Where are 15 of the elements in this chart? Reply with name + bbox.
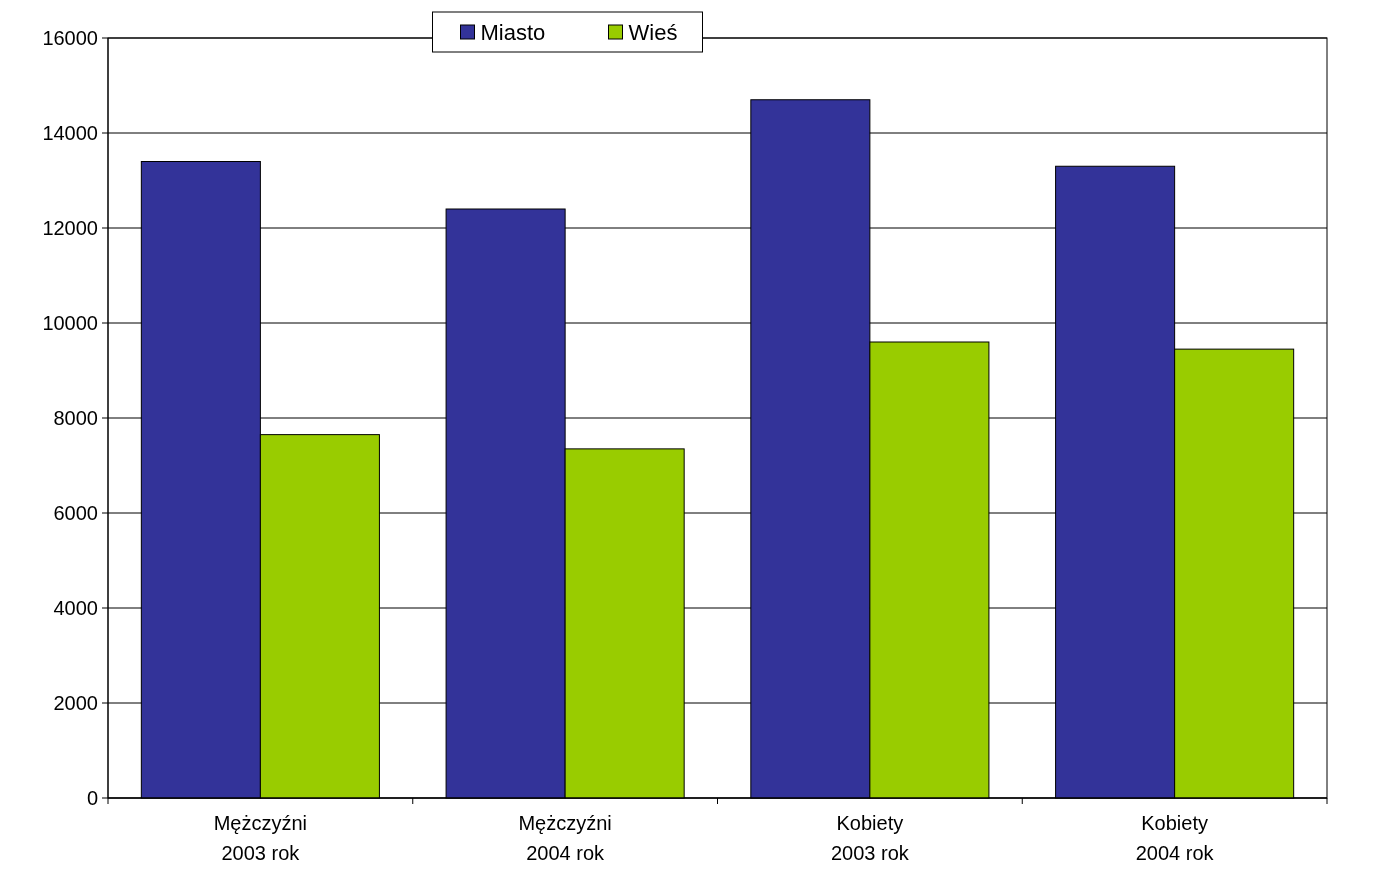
y-tick-label: 0 xyxy=(86,787,98,809)
x-tick-label: Kobiety 2004 rok xyxy=(1135,812,1215,864)
y-tick-label: 12000 xyxy=(42,217,98,239)
y-tick-label: 8000 xyxy=(53,407,98,429)
y-tick-label: 4000 xyxy=(53,597,98,619)
y-tick-label: 16000 xyxy=(42,27,98,49)
y-tick-label: 10000 xyxy=(42,312,98,334)
y-tick-label: 14000 xyxy=(42,122,98,144)
y-tick-label: 6000 xyxy=(53,502,98,524)
legend-label: Miasto xyxy=(480,19,546,45)
x-tick-label: Mężczyźni 2004 rok xyxy=(518,812,612,864)
x-tick-label: Mężczyźni 2003 rok xyxy=(213,812,308,864)
y-tick-label: 2000 xyxy=(53,692,98,714)
legend-label: Wieś xyxy=(628,19,678,45)
x-tick-label: Kobiety 2003 rok xyxy=(830,812,910,864)
